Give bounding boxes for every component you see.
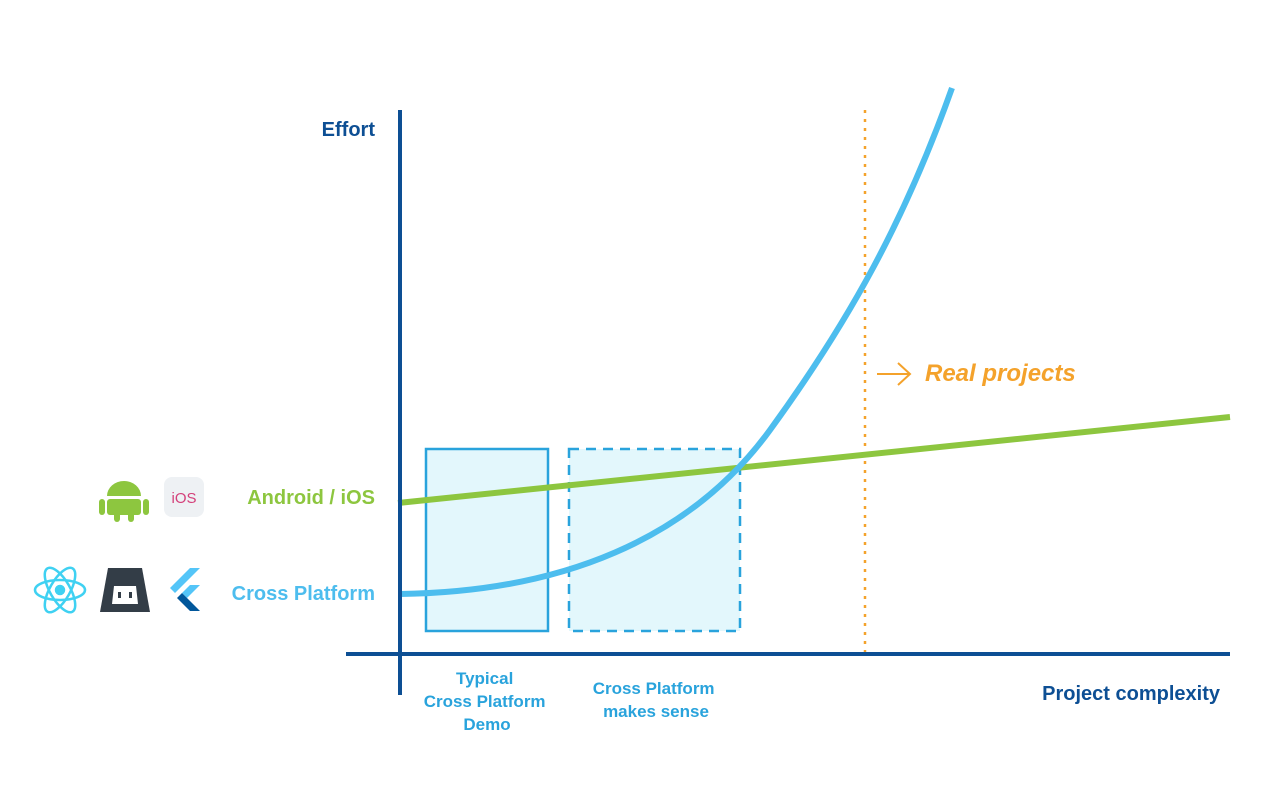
native-line <box>397 414 1231 506</box>
sense-label-line: makes sense <box>603 702 709 721</box>
cross-platform-label: Cross Platform <box>232 583 375 605</box>
real-projects-label: Real projects <box>925 360 1076 387</box>
native-label: Android / iOS <box>247 487 375 509</box>
ios-icon-text: iOS <box>171 490 196 507</box>
demo-label-line: Demo <box>463 715 510 734</box>
ios-icon <box>164 477 204 517</box>
sense-label-line: Cross Platform <box>593 679 715 698</box>
demo-label-line: Cross Platform <box>424 692 546 711</box>
flutter-icon <box>170 568 200 611</box>
sense-label: Cross Platform makes sense <box>593 679 720 721</box>
demo-label-line: Typical <box>456 669 513 688</box>
react-icon <box>33 566 87 614</box>
x-axis-label: Project complexity <box>1042 683 1221 705</box>
android-icon <box>99 481 149 522</box>
demo-label: Typical Cross Platform Demo <box>424 669 551 734</box>
demo-region <box>424 447 550 633</box>
cross-platform-curve <box>399 86 955 597</box>
y-axis-label: Effort <box>322 119 376 141</box>
cordova-icon <box>100 568 150 612</box>
arrow <box>877 362 912 386</box>
